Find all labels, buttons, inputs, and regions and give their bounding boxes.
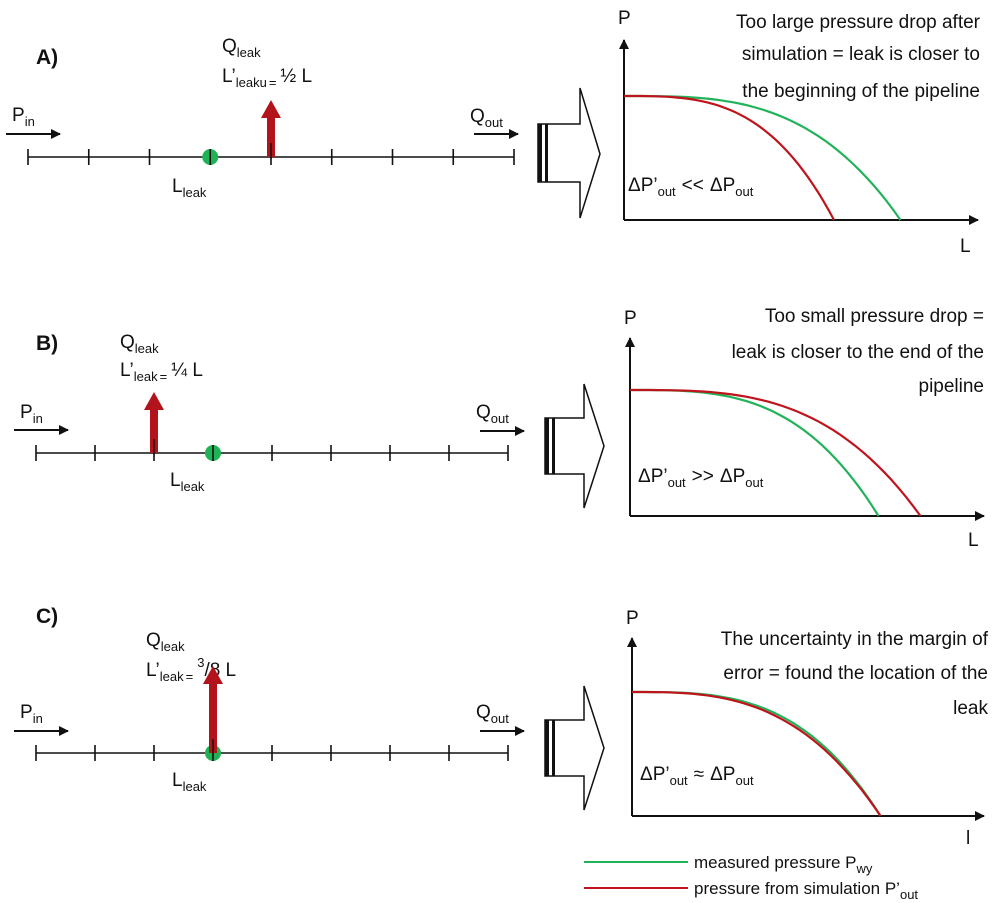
p-in-label: Pin [12,105,35,129]
p-in-label: Pin [20,402,43,426]
chart-description-line-1: Too large pressure drop after [736,12,981,33]
transition-arrow [537,87,601,219]
x-axis-label: l [966,828,970,849]
q-leak-label: Qleak [120,332,159,356]
q-out-label: Qout [470,106,503,130]
panel-label: C) [36,605,58,628]
pipeline [35,666,509,761]
chart-description-line-1: Too small pressure drop = [765,306,984,327]
y-axis-label: P [618,8,631,29]
legend: measured pressure Pwy pressure from simu… [584,853,918,902]
transition-arrow [544,685,605,811]
q-out-label: Qout [476,702,509,726]
measured-pressure-curve [632,690,882,817]
chart-description-line-2: leak is closer to the end of the [732,342,984,363]
assumed-leak-arrow-shaft [267,118,275,157]
l-prime-label: L’leaku = ½ L [222,66,312,90]
measured-pressure-curve [630,388,880,517]
x-axis-label: L [960,236,971,257]
delta-relation: ΔP’out ≈ ΔPout [640,764,754,788]
chart-b: P L Too small pressure drop = leak is cl… [624,306,985,551]
assumed-leak-arrow-shaft [209,684,217,753]
q-out-label: Qout [476,402,509,426]
assumed-leak-arrow-head [203,666,223,684]
assumed-leak-arrow-shaft [150,410,158,453]
q-leak-label: Qleak [222,36,261,60]
l-prime-label: L’leak =3/8 L [146,655,236,684]
simulation-pressure-curve [630,388,922,517]
chart-c: P l The uncertainty in the margin of err… [626,608,989,849]
x-axis-label: L [968,530,979,551]
l-leak-label: Lleak [172,770,207,794]
assumed-leak-arrow-head [261,100,281,118]
chart-a: P L Too large pressure drop after simula… [618,8,981,257]
y-axis-label: P [626,608,639,629]
chart-description-line-2: error = found the location of the [723,663,988,684]
simulation-pressure-curve [632,690,882,817]
l-prime-label: L’leak = ¼ L [120,360,203,384]
l-leak-label: Lleak [172,176,207,200]
pipeline [35,392,509,461]
y-axis-label: P [624,308,637,329]
simulation-pressure-curve [624,94,835,221]
p-in-label: Pin [20,702,43,726]
chart-description-line-1: The uncertainty in the margin of [721,629,989,650]
l-leak-label: Lleak [170,470,205,494]
delta-relation: ΔP’out << ΔPout [628,175,754,199]
panel-c: C) Qleak L’leak =3/8 L Pin Qout Lleak P [14,605,989,849]
chart-description-line-3: pipeline [919,376,985,397]
delta-relation: ΔP’out >> ΔPout [638,466,764,490]
panel-label: A) [36,46,58,69]
legend-label-simulation: pressure from simulation P’out [694,879,918,902]
chart-description-line-3: leak [953,698,988,719]
panel-a: A) Qleak L’leaku = ½ L Pin Qout Lleak [6,8,981,257]
chart-description-line-3: the beginning of the pipeline [742,81,980,102]
panel-b: B) Qleak L’leak = ¼ L Pin Qout Lleak P [14,306,985,551]
measured-pressure-curve [624,94,902,221]
legend-label-measured: measured pressure Pwy [694,853,873,876]
q-leak-label: Qleak [146,630,185,654]
assumed-leak-arrow-head [144,392,164,410]
chart-description-line-2: simulation = leak is closer to [742,44,980,65]
transition-arrow [544,383,605,509]
panel-label: B) [36,332,58,355]
pipeline [27,100,515,165]
